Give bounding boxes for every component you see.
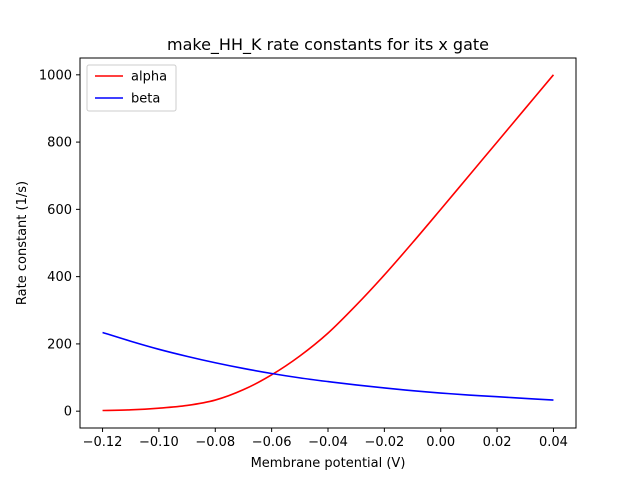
y-axis-label: Rate constant (1/s) [15,181,30,305]
series-line-alpha [102,74,555,412]
legend-label-beta: beta [131,92,160,107]
x-axis: −0.12 −0.10 −0.08 −0.06 −0.04 −0.02 0.00 0.02 0.… [83,428,568,450]
y-tick-label: 200 [47,337,72,352]
x-tick-label: −0.10 [139,435,179,450]
y-axis: 0 200 400 600 800 1000 [39,68,80,420]
y-tick-label: 600 [47,203,72,218]
x-tick-label: −0.02 [364,435,404,450]
x-axis-label: Membrane potential (V) [251,456,406,471]
x-tick-label: −0.08 [195,435,235,450]
legend-label-alpha: alpha [131,70,167,85]
x-tick-label: 0.02 [483,435,512,450]
plot-area [102,74,555,412]
y-tick-label: 1000 [39,68,72,83]
x-tick-label: 0.00 [426,435,455,450]
x-tick-label: −0.04 [308,435,348,450]
y-tick-label: 800 [47,136,72,151]
x-tick-label: −0.06 [252,435,292,450]
x-tick-label: 0.04 [539,435,568,450]
y-tick-label: 400 [47,270,72,285]
legend: alpha beta [86,64,177,112]
x-tick-label: −0.12 [83,435,123,450]
series-line-beta [102,331,554,401]
y-tick-label: 0 [64,405,72,420]
chart-title: make_HH_K rate constants for its x gate [167,35,489,55]
